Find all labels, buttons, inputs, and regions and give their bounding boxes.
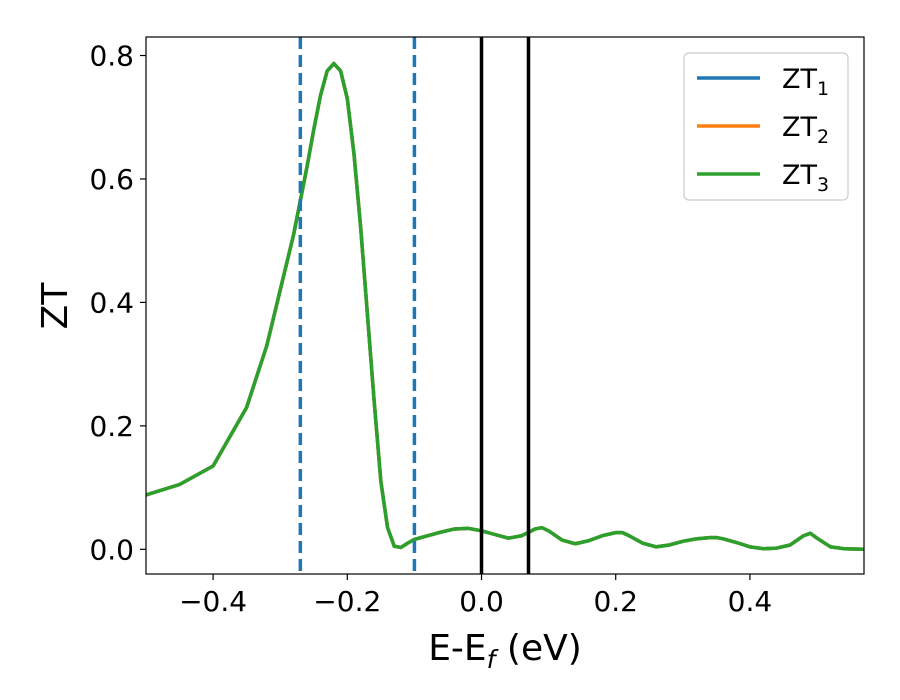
x-tick-label: 0.2 bbox=[593, 585, 638, 618]
x-tick-label: 0.0 bbox=[459, 585, 504, 618]
x-axis: −0.4 −0.2 0.0 0.2 0.4 bbox=[179, 574, 772, 618]
x-tick-label: −0.4 bbox=[179, 585, 247, 618]
plot-frame bbox=[145, 36, 865, 575]
legend-label-2: ZT2 bbox=[782, 112, 829, 148]
legend-frame bbox=[683, 52, 849, 201]
legend-label-1: ZT1 bbox=[782, 64, 829, 100]
y-tick-label: 0.0 bbox=[89, 533, 134, 566]
legend-label-3: ZT3 bbox=[782, 160, 829, 196]
plot-area bbox=[146, 37, 864, 574]
y-tick-label: 0.8 bbox=[89, 40, 134, 73]
series-line-3 bbox=[146, 61, 864, 552]
x-axis-title: E-Ef (eV) bbox=[428, 628, 582, 674]
y-tick-label: 0.4 bbox=[89, 286, 134, 319]
x-tick-label: 0.4 bbox=[728, 585, 773, 618]
y-tick-label: 0.6 bbox=[89, 163, 134, 196]
legend: ZT1 ZT2 ZT3 bbox=[683, 52, 849, 201]
x-tick-label: −0.2 bbox=[313, 585, 381, 618]
y-tick-label: 0.2 bbox=[89, 410, 134, 443]
y-axis-title: ZT bbox=[35, 282, 76, 330]
y-axis: 0.0 0.2 0.4 0.6 0.8 bbox=[89, 40, 146, 566]
